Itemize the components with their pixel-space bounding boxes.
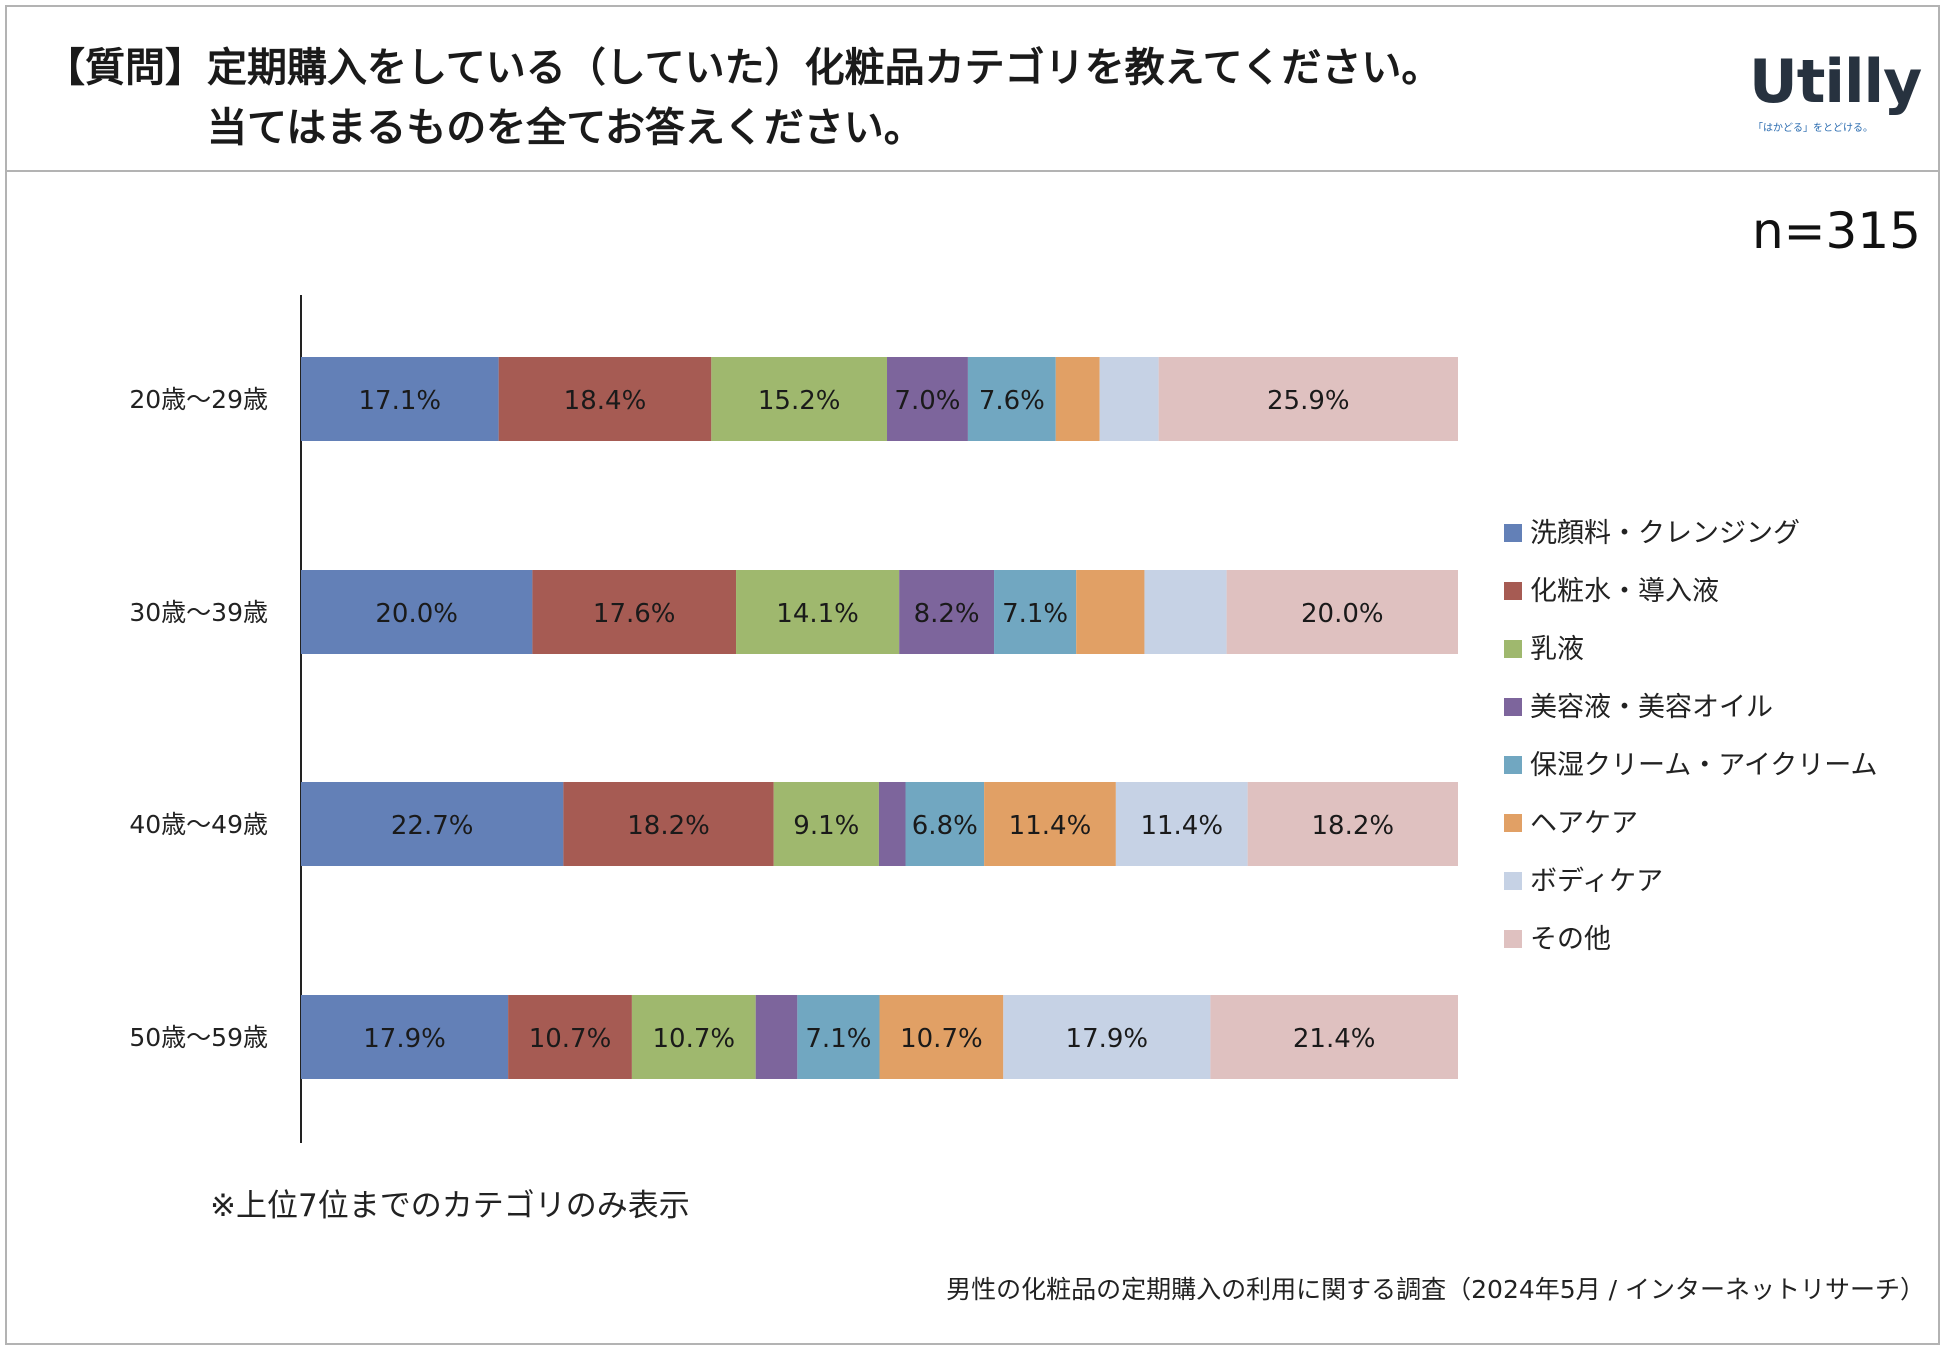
legend-label: 化粧水・導入液: [1530, 576, 1719, 607]
bar-segment: [508, 995, 632, 1079]
bar-segment: [1247, 782, 1458, 866]
logo-word: Utilly: [1749, 47, 1922, 117]
data-label: 11.4%: [1140, 811, 1223, 841]
bar-segment: [301, 357, 499, 441]
utilly-logo: Utilly 「はかどる」をとどける。: [1749, 47, 1922, 142]
legend-label: 洗顔料・クレンジング: [1530, 518, 1800, 549]
question-line-1: 定期購入をしている（していた）化粧品カテゴリを教えてください。: [207, 45, 1442, 91]
data-label: 17.9%: [1066, 1024, 1149, 1054]
bar-segment: [879, 995, 1004, 1079]
bar-segment: [994, 570, 1077, 654]
source-citation: 男性の化粧品の定期購入の利用に関する調査（2024年5月 / インターネットリサ…: [946, 1275, 1925, 1304]
bar-segment: [967, 357, 1056, 441]
footnote: ※上位7位までのカテゴリのみ表示: [210, 1188, 690, 1224]
bar-segment: [301, 995, 509, 1079]
bar-segment: [887, 357, 968, 441]
question-header: 【質問】 定期購入をしている（していた）化粧品カテゴリを教えてください。 当ては…: [7, 7, 1938, 172]
bar-segment: [1003, 995, 1211, 1079]
data-label: 10.7%: [529, 1024, 612, 1054]
bar-segment: [1210, 995, 1458, 1079]
question-prefix: 【質問】: [45, 45, 205, 91]
bar-segment: [878, 782, 906, 866]
bar-segment: [755, 995, 798, 1079]
logo-tagline: 「はかどる」をとどける。: [1753, 123, 1873, 134]
bar-segment: [563, 782, 774, 866]
legend-swatch: [1504, 524, 1522, 542]
bar-segment: [532, 570, 737, 654]
legend-label: その他: [1530, 924, 1611, 955]
bar-segment: [301, 782, 564, 866]
bar-segment: [905, 782, 985, 866]
bar-segment: [498, 357, 712, 441]
bar-segment: [984, 782, 1116, 866]
category-label: 40歳～49歳: [129, 810, 268, 839]
data-label: 15.2%: [758, 386, 841, 416]
category-label: 50歳～59歳: [129, 1023, 268, 1052]
data-label: 10.7%: [652, 1024, 735, 1054]
question-line-2: 当てはまるものを全てお答えください。: [207, 105, 924, 151]
data-label: 7.1%: [1002, 599, 1068, 629]
data-label: 6.8%: [912, 811, 978, 841]
data-label: 17.1%: [359, 386, 442, 416]
bar-segment: [1144, 570, 1227, 654]
category-label: 20歳～29歳: [129, 385, 268, 414]
category-label: 30歳～39歳: [129, 598, 268, 627]
data-label: 7.0%: [894, 386, 960, 416]
data-label: 20.0%: [375, 599, 458, 629]
legend-label: ボディケア: [1530, 866, 1663, 897]
bar-segment: [797, 995, 880, 1079]
legend-swatch: [1504, 930, 1522, 948]
bar-segment: [899, 570, 995, 654]
bar-segment: [1076, 570, 1145, 654]
data-label: 17.9%: [363, 1024, 446, 1054]
bar-segment: [736, 570, 900, 654]
legend-swatch: [1504, 698, 1522, 716]
bar-segment: [1099, 357, 1159, 441]
legend-swatch: [1504, 756, 1522, 774]
legend-label: 保湿クリーム・アイクリーム: [1530, 750, 1878, 781]
legend-label: 乳液: [1530, 634, 1584, 665]
bar-segment: [711, 357, 888, 441]
legend-swatch: [1504, 582, 1522, 600]
data-label: 18.4%: [564, 386, 647, 416]
bar-segment: [773, 782, 879, 866]
sample-size-label: n=315: [1751, 202, 1921, 260]
data-label: 25.9%: [1267, 386, 1350, 416]
data-label: 20.0%: [1301, 599, 1384, 629]
legend-swatch: [1504, 640, 1522, 658]
bar-segment: [1226, 570, 1458, 654]
legend-label: ヘアケア: [1530, 808, 1638, 839]
bar-segment: [1158, 357, 1458, 441]
bar-segment: [301, 570, 533, 654]
bar-segment: [1055, 357, 1100, 441]
bar-segment: [1115, 782, 1248, 866]
data-label: 9.1%: [793, 811, 859, 841]
data-label: 7.1%: [805, 1024, 871, 1054]
data-label: 18.2%: [627, 811, 710, 841]
legend-swatch: [1504, 814, 1522, 832]
data-label: 18.2%: [1312, 811, 1395, 841]
data-label: 7.6%: [979, 386, 1045, 416]
chart-frame: 【質問】 定期購入をしている（していた）化粧品カテゴリを教えてください。 当ては…: [5, 5, 1940, 1345]
data-label: 14.1%: [776, 599, 859, 629]
data-label: 17.6%: [593, 599, 676, 629]
data-label: 10.7%: [900, 1024, 983, 1054]
data-label: 11.4%: [1009, 811, 1092, 841]
data-label: 8.2%: [914, 599, 980, 629]
legend-swatch: [1504, 872, 1522, 890]
data-label: 22.7%: [391, 811, 474, 841]
bar-segment: [631, 995, 756, 1079]
data-label: 21.4%: [1293, 1024, 1376, 1054]
legend-label: 美容液・美容オイル: [1530, 692, 1773, 723]
